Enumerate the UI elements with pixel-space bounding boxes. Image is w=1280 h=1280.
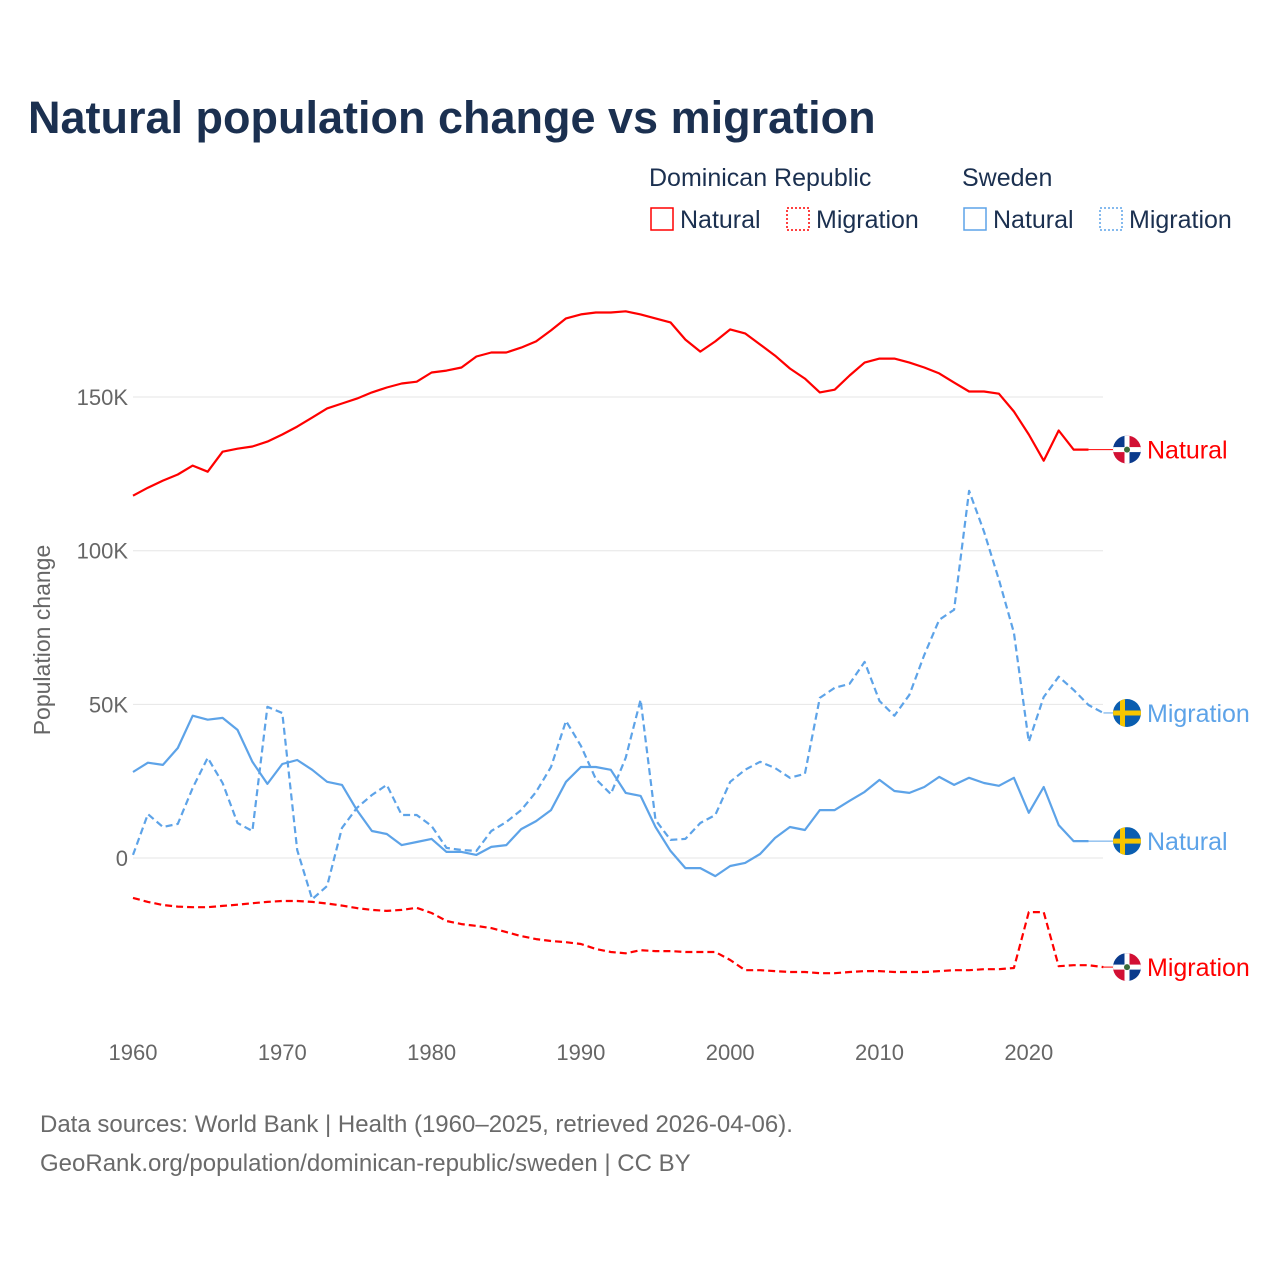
sweden-flag-icon — [1113, 827, 1141, 856]
gridlines — [133, 396, 1103, 859]
sweden-flag-icon — [1113, 699, 1141, 727]
y-tick-label: 0 — [116, 846, 128, 871]
x-tick-label: 1960 — [109, 1040, 158, 1065]
legend-swatch-se-natural[interactable] — [963, 207, 987, 231]
y-tick-label: 100K — [77, 539, 129, 564]
x-tick-label: 2010 — [855, 1040, 904, 1065]
footer-link[interactable]: GeoRank.org/population/dominican-republi… — [40, 1150, 691, 1177]
legend-swatch-dr-natural[interactable] — [650, 207, 674, 231]
x-tick-label: 2020 — [1004, 1040, 1053, 1065]
x-tick-label: 1970 — [258, 1040, 307, 1065]
legend-label-se-natural[interactable]: Natural — [993, 206, 1074, 234]
series-line-sweden-natural[interactable] — [132, 714, 1089, 878]
dominican-republic-flag-icon — [1113, 435, 1141, 464]
x-tick-label: 1990 — [556, 1040, 605, 1065]
y-tick-label: 150K — [77, 385, 129, 410]
dominican-republic-flag-icon — [1113, 953, 1141, 982]
x-tick-label: 2000 — [706, 1040, 755, 1065]
legend-group-dominican-republic: Dominican Republic — [649, 164, 871, 192]
legend: Dominican Republic Sweden Natural Migrat… — [649, 164, 1232, 234]
x-axis: 1960 1970 1980 1990 2000 2010 2020 — [109, 1040, 1054, 1065]
legend-label-dr-natural[interactable]: Natural — [680, 206, 761, 234]
x-tick-label: 1980 — [407, 1040, 456, 1065]
legend-group-sweden: Sweden — [962, 164, 1052, 192]
series-line-dominican-republic-migration[interactable] — [132, 896, 1104, 975]
end-label: Natural — [1147, 828, 1228, 856]
end-labels: Natural Migration Natural Migration — [1113, 435, 1250, 982]
legend-swatch-dr-migration[interactable] — [786, 207, 810, 231]
y-axis: 0 50K 100K 150K — [77, 385, 129, 871]
end-label: Migration — [1147, 954, 1250, 982]
series-line-dominican-republic-natural[interactable] — [132, 310, 1089, 497]
y-axis-title: Population change — [29, 545, 55, 736]
legend-swatch-se-migration[interactable] — [1099, 207, 1123, 231]
legend-label-se-migration[interactable]: Migration — [1129, 206, 1232, 234]
y-tick-label: 50K — [89, 692, 128, 717]
end-label: Natural — [1147, 437, 1228, 465]
chart-title: Natural population change vs migration — [28, 92, 876, 143]
end-label: Migration — [1147, 700, 1250, 728]
footer-sources: Data sources: World Bank | Health (1960–… — [40, 1111, 793, 1138]
series-lines — [131, 310, 1113, 975]
legend-label-dr-migration[interactable]: Migration — [816, 206, 919, 234]
series-line-sweden-migration[interactable] — [131, 489, 1104, 901]
